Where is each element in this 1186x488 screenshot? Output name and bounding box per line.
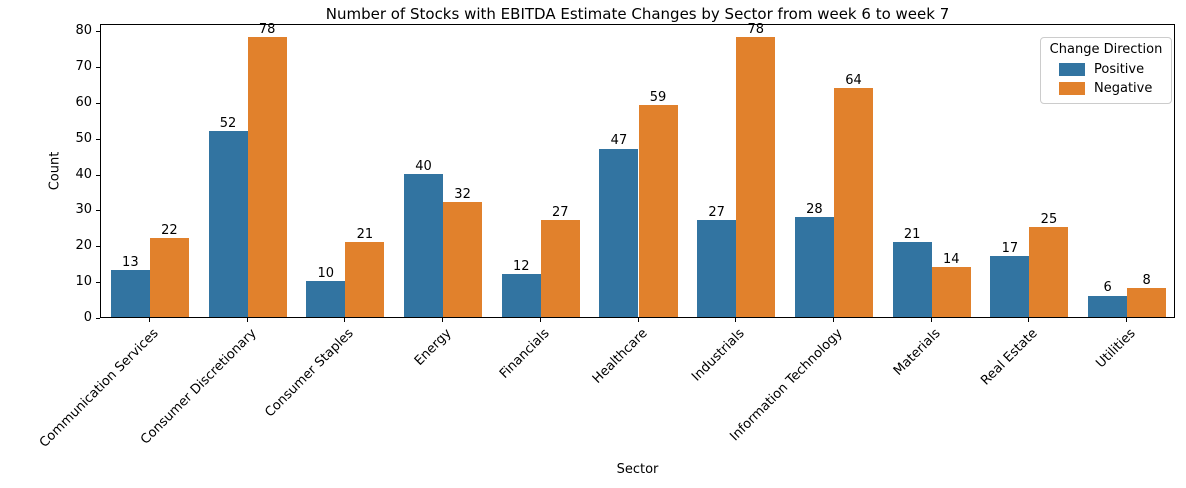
- bar-negative: [345, 241, 385, 317]
- bar-negative: [540, 220, 580, 317]
- bar-value-label: 28: [806, 201, 823, 217]
- y-tick-label: 60: [75, 94, 92, 110]
- x-axis-label: Sector: [616, 462, 659, 477]
- bar-value-label: 14: [942, 251, 960, 267]
- y-tick-mark: [96, 246, 100, 248]
- y-tick-mark: [96, 174, 100, 176]
- x-tick-mark: [637, 318, 639, 322]
- bar-positive: [501, 273, 541, 317]
- x-tick-mark: [832, 318, 834, 322]
- bar-value-label: 40: [415, 158, 432, 174]
- y-tick-mark: [96, 31, 100, 33]
- bar-value-label: 6: [1103, 280, 1112, 296]
- bar-value-label: 21: [356, 226, 374, 242]
- bar-negative: [443, 202, 483, 317]
- y-tick-label: 20: [75, 238, 92, 254]
- bar-value-label: 13: [122, 255, 139, 271]
- y-tick-mark: [96, 210, 100, 212]
- bar-positive: [1088, 295, 1128, 317]
- y-tick-label: 40: [75, 166, 92, 182]
- bar-positive: [403, 173, 444, 317]
- legend-item-negative: Negative: [1047, 79, 1165, 98]
- y-tick-mark: [96, 102, 100, 104]
- bar-positive: [697, 220, 737, 317]
- bar-positive: [794, 216, 834, 317]
- bar-positive: [110, 270, 150, 317]
- bar-positive: [306, 281, 346, 317]
- bar-positive: [599, 148, 639, 317]
- bar-value-label: 78: [747, 22, 765, 38]
- legend-item-positive: Positive: [1047, 60, 1165, 79]
- bar-value-label: 21: [903, 226, 921, 242]
- bar-negative: [247, 37, 287, 317]
- y-tick-mark: [96, 282, 100, 284]
- bar-value-label: 32: [454, 187, 471, 203]
- bar-positive: [208, 130, 248, 317]
- bar-negative: [833, 87, 874, 317]
- legend-item-label: Positive: [1094, 62, 1145, 77]
- bar-negative: [736, 37, 776, 317]
- positive-color-swatch: [1059, 63, 1085, 76]
- bar-negative: [931, 266, 971, 317]
- negative-color-swatch: [1059, 82, 1085, 95]
- x-tick-mark: [735, 318, 737, 322]
- y-tick-mark: [96, 318, 100, 319]
- bar-positive: [892, 241, 932, 317]
- bar-value-label: 78: [258, 22, 276, 38]
- legend-title: Change Direction: [1049, 42, 1163, 57]
- y-tick-mark: [96, 138, 100, 140]
- bar-value-label: 64: [845, 72, 862, 88]
- bar-value-label: 22: [161, 223, 178, 239]
- x-tick-mark: [930, 318, 932, 322]
- y-tick-label: 30: [75, 202, 92, 218]
- bar-value-label: 27: [708, 205, 725, 221]
- legend-item-label: Negative: [1094, 81, 1153, 96]
- bar-positive: [990, 256, 1030, 317]
- bar-negative: [149, 238, 189, 317]
- y-tick-label: 50: [75, 130, 92, 146]
- y-tick-label: 70: [75, 59, 92, 75]
- x-tick-mark: [344, 318, 346, 322]
- x-tick-mark: [148, 318, 150, 322]
- y-tick-mark: [96, 67, 100, 69]
- x-tick-mark: [1028, 318, 1030, 322]
- legend: Change Direction Positive Negative: [1040, 37, 1172, 104]
- bar-value-label: 8: [1142, 273, 1151, 289]
- x-tick-mark: [246, 318, 248, 322]
- bar-value-label: 17: [1001, 241, 1019, 257]
- x-tick-mark: [1126, 318, 1128, 322]
- bar-value-label: 10: [317, 266, 335, 282]
- chart-title: Number of Stocks with EBITDA Estimate Ch…: [325, 5, 950, 23]
- plot-area: 13 22 52 78 10 21 40 32 12 27 47 59 27 78 28 64 21 14 17 25…: [100, 22, 1175, 318]
- bar-value-label: 47: [610, 133, 628, 149]
- x-tick-mark: [539, 318, 541, 322]
- bar-value-label: 12: [512, 258, 530, 274]
- bar-negative: [638, 105, 678, 317]
- y-tick-label: 10: [75, 274, 92, 290]
- bar-negative: [1127, 288, 1167, 317]
- bar-value-label: 25: [1040, 212, 1058, 228]
- y-tick-label: 80: [75, 23, 92, 39]
- x-tick-mark: [442, 318, 444, 322]
- y-tick-label: 0: [83, 310, 92, 325]
- bar-negative: [1029, 227, 1069, 317]
- bar-value-label: 52: [219, 115, 237, 131]
- y-axis-label: Count: [47, 151, 63, 191]
- bar-value-label: 59: [649, 90, 667, 106]
- bar-value-label: 27: [552, 205, 569, 221]
